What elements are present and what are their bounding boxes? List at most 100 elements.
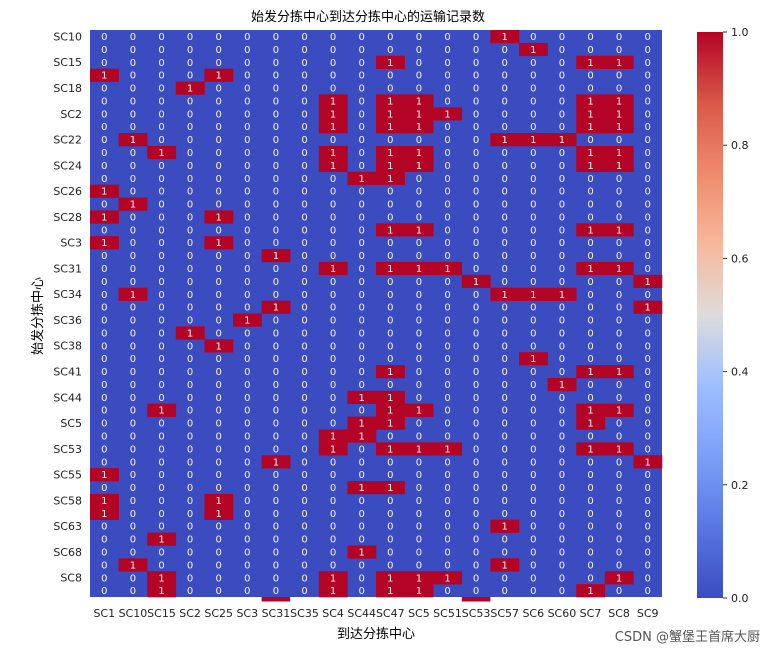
cell-value: 0 (301, 277, 307, 288)
cell-value: 0 (216, 560, 222, 571)
cell-value: 0 (559, 560, 565, 571)
heatmap-cell (576, 55, 606, 69)
heatmap-cell (604, 55, 634, 69)
cell-value: 1 (387, 58, 393, 69)
cell-value: 0 (502, 432, 508, 443)
y-tick-label: SC31 (53, 262, 82, 275)
cell-value: 0 (101, 535, 107, 546)
cell-value: 0 (216, 45, 222, 56)
cell-value: 1 (273, 457, 279, 468)
cell-value: 0 (587, 522, 593, 533)
cell-value: 1 (502, 32, 508, 43)
cell-value: 0 (158, 238, 164, 249)
cell-value: 0 (587, 71, 593, 82)
heatmap-cell (261, 597, 291, 602)
cell-value: 0 (616, 535, 622, 546)
cell-value: 0 (645, 58, 651, 69)
cell-value: 0 (216, 470, 222, 481)
cell-value: 0 (502, 419, 508, 430)
cell-value: 0 (216, 122, 222, 133)
cell-value: 0 (273, 419, 279, 430)
cell-value: 0 (187, 109, 193, 120)
heatmap-cell (376, 158, 405, 173)
cell-value: 0 (101, 380, 107, 391)
cell-value: 0 (101, 32, 107, 43)
heatmap-cell (576, 442, 606, 456)
cell-value: 0 (473, 225, 479, 236)
heatmap-cell (490, 519, 520, 533)
cell-value: 0 (502, 71, 508, 82)
cell-value: 0 (473, 109, 479, 120)
y-tick-label: SC44 (53, 391, 82, 404)
heatmap-cell (318, 584, 348, 598)
cell-value: 0 (645, 174, 651, 185)
cell-value: 0 (216, 367, 222, 378)
cell-value: 0 (473, 58, 479, 69)
cell-value: 0 (559, 316, 565, 327)
cell-value: 0 (473, 71, 479, 82)
y-tick-labels: SC10 SC15 SC18 SC2 SC22 SC24 SC26 SC28 SC3 SC31 SC… (53, 30, 82, 584)
cell-value: 0 (359, 560, 365, 571)
heatmap-cell (318, 429, 348, 443)
cell-value: 1 (502, 522, 508, 533)
cell-value: 1 (359, 419, 365, 430)
cell-value: 0 (444, 238, 450, 249)
cell-value: 0 (416, 58, 422, 69)
x-axis-label: 到达分拣中心 (337, 627, 415, 642)
y-tick-label: SC3 (60, 237, 82, 250)
cell-value: 0 (244, 225, 250, 236)
cell-value: 1 (101, 496, 107, 507)
cell-value: 0 (502, 45, 508, 56)
heatmap-cell (318, 107, 348, 121)
cell-value: 0 (416, 316, 422, 327)
cell-value: 0 (559, 419, 565, 430)
cell-value: 0 (330, 457, 336, 468)
cell-value: 0 (187, 303, 193, 314)
cell-value: 0 (130, 96, 136, 107)
cell-value: 0 (301, 509, 307, 520)
cell-value: 0 (359, 303, 365, 314)
x-tick-label: SC4 (322, 607, 344, 620)
cell-value: 0 (273, 225, 279, 236)
heatmap-cell (376, 55, 405, 69)
cell-value: 0 (473, 161, 479, 172)
cell-value: 0 (301, 547, 307, 558)
cell-value: 1 (387, 148, 393, 159)
cell-value: 0 (645, 560, 651, 571)
cell-value: 0 (473, 393, 479, 404)
cell-value: 0 (130, 58, 136, 69)
cell-value: 0 (387, 316, 393, 327)
y-tick-label: SC18 (53, 82, 82, 95)
cell-value: 0 (502, 316, 508, 327)
cell-value: 0 (416, 509, 422, 520)
cell-value: 0 (616, 316, 622, 327)
cell-value: 0 (101, 290, 107, 301)
cell-value: 1 (530, 290, 536, 301)
cell-value: 0 (587, 277, 593, 288)
cell-value: 0 (359, 84, 365, 95)
cell-value: 0 (187, 264, 193, 275)
cell-value: 0 (216, 522, 222, 533)
cell-value: 0 (359, 522, 365, 533)
cell-value: 0 (130, 406, 136, 417)
heatmap-cell (318, 571, 348, 585)
cell-value: 0 (301, 367, 307, 378)
heatmap-cell (576, 416, 606, 430)
cell-value: 0 (330, 341, 336, 352)
cell-value: 0 (444, 354, 450, 365)
cell-value: 1 (101, 470, 107, 481)
cell-value: 0 (530, 187, 536, 198)
cell-value: 1 (616, 406, 622, 417)
cell-value: 0 (158, 187, 164, 198)
cell-value: 0 (244, 45, 250, 56)
heatmap-cell (461, 274, 491, 289)
cell-value: 0 (187, 58, 193, 69)
cell-value: 1 (101, 238, 107, 249)
cell-value: 1 (416, 148, 422, 159)
cell-value: 0 (645, 367, 651, 378)
cell-value: 0 (559, 457, 565, 468)
cell-value: 1 (216, 496, 222, 507)
cell-value: 0 (473, 290, 479, 301)
cell-value: 0 (444, 406, 450, 417)
cell-value: 0 (416, 187, 422, 198)
